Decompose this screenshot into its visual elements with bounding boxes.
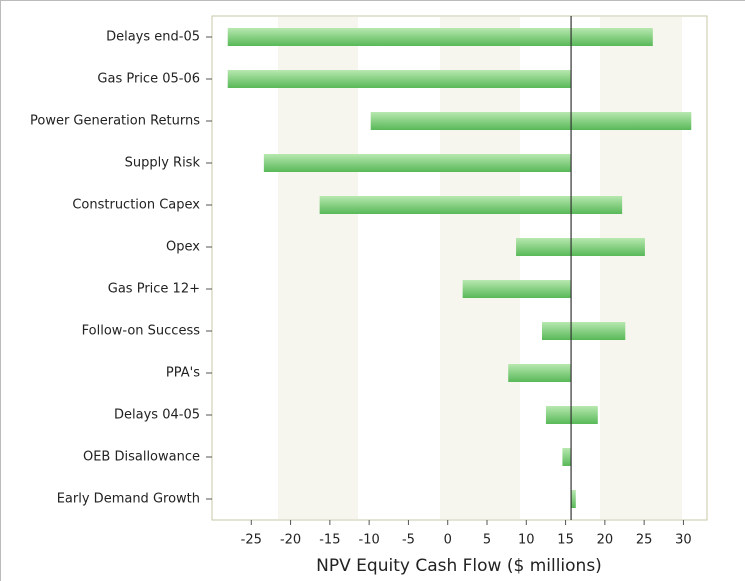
- x-tick-label: -25: [241, 533, 262, 548]
- y-tick-label: Supply Risk: [125, 156, 201, 171]
- y-tick-label: Early Demand Growth: [57, 492, 200, 507]
- bar: [545, 406, 598, 424]
- y-tick-label: Gas Price 05-06: [97, 72, 200, 87]
- bar: [462, 280, 572, 298]
- bar: [571, 490, 576, 508]
- y-tick-label: Construction Capex: [72, 198, 200, 213]
- band: [278, 17, 358, 519]
- bar: [227, 70, 572, 88]
- y-tick-label: PPA's: [166, 366, 200, 381]
- bar: [319, 196, 623, 214]
- y-tick-label: Power Generation Returns: [30, 114, 200, 129]
- y-tick-label: Follow-on Success: [82, 324, 201, 339]
- x-tick-label: -10: [359, 533, 380, 548]
- bar: [516, 238, 645, 256]
- x-tick-label: 5: [483, 533, 491, 548]
- bar: [227, 28, 653, 46]
- x-tick-label: 0: [444, 533, 452, 548]
- bar: [542, 322, 626, 340]
- bar: [263, 154, 572, 172]
- bar: [370, 112, 692, 130]
- bar: [562, 448, 572, 466]
- x-tick-label: 20: [597, 533, 614, 548]
- x-tick-label: 25: [636, 533, 653, 548]
- y-tick-label: Delays end-05: [106, 30, 200, 45]
- y-tick-label: OEB Disallowance: [83, 450, 200, 465]
- y-tick-label: Gas Price 12+: [108, 282, 200, 297]
- band: [600, 17, 682, 519]
- bar: [508, 364, 572, 382]
- y-tick-label: Opex: [166, 240, 200, 255]
- x-tick-label: 10: [518, 533, 535, 548]
- x-axis-label: NPV Equity Cash Flow ($ millions): [316, 556, 602, 576]
- x-tick-label: -5: [402, 533, 415, 548]
- x-tick-label: -20: [280, 533, 301, 548]
- x-tick-label: -15: [319, 533, 340, 548]
- x-tick-label: 30: [675, 533, 692, 548]
- x-tick-label: 15: [557, 533, 574, 548]
- y-tick-label: Delays 04-05: [114, 408, 200, 423]
- band: [440, 17, 520, 519]
